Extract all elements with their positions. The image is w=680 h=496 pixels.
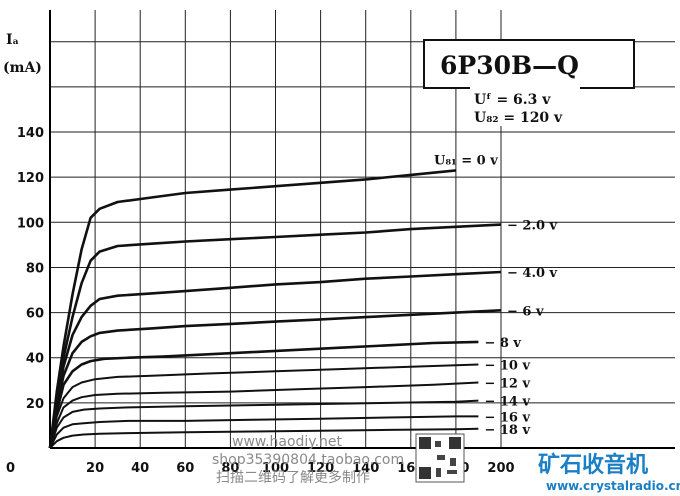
curve-label: − 6 v <box>507 304 544 319</box>
watermark-shop: shop35390804.taobao.com <box>212 452 404 468</box>
curves <box>48 169 502 449</box>
curve-grid-voltage <box>49 399 479 449</box>
x-tick-label: 20 <box>86 461 104 476</box>
y-tick-label: 40 <box>26 352 44 367</box>
param-screen-voltage: U₈₂ = 120 v <box>474 110 563 126</box>
qr-code-icon <box>415 433 465 483</box>
axes <box>49 10 675 449</box>
curve-grid-voltage <box>49 381 479 449</box>
curve-label: − 16 v <box>484 410 530 425</box>
title-box <box>423 39 635 89</box>
curve-grid-voltage <box>48 223 502 449</box>
curve-grid-voltage <box>49 427 479 449</box>
y-tick-label: 80 <box>26 261 44 276</box>
y-tick-label: 60 <box>26 307 44 322</box>
logo-text: 矿石收音机 <box>538 452 648 478</box>
curve-label: − 18 v <box>484 423 530 438</box>
crystalradio-logo: 矿石收音机 www.crystalradio.cn <box>538 452 680 493</box>
tick-labels: 0204060801001201401601802002040608010012… <box>6 126 515 476</box>
x-tick-label: 120 <box>307 461 334 476</box>
x-tick-label: 60 <box>176 461 194 476</box>
y-tick-label: 140 <box>17 126 44 141</box>
x-tick-label: 0 <box>6 461 15 476</box>
y-axis-unit: (mA) <box>3 60 42 76</box>
logo-url: www.crystalradio.cn <box>546 479 680 493</box>
curve-label: − 10 v <box>484 358 530 373</box>
watermark-site: www.haodiy.net <box>232 434 343 450</box>
curve-label: − 14 v <box>484 395 530 410</box>
watermark: www.haodiy.net shop35390804.taobao.com 扫… <box>212 433 465 486</box>
curve-grid-voltage <box>48 309 502 449</box>
curve-label: − 4.0 v <box>507 266 558 281</box>
y-tick-label: 100 <box>17 216 44 231</box>
curve-grid-voltage <box>48 169 457 449</box>
curve-label: − 12 v <box>484 377 530 392</box>
curve-grid-voltage <box>48 340 479 449</box>
param-filament-voltage: Uᶠ = 6.3 v <box>474 92 551 108</box>
curve-grid-voltage <box>49 363 479 449</box>
curve-label: − 2.0 v <box>507 219 558 234</box>
curve-label: − 8 v <box>484 336 521 351</box>
x-tick-label: 100 <box>262 461 289 476</box>
y-tick-label: 120 <box>17 171 44 186</box>
chart-title: 6P30B—Q <box>440 51 579 80</box>
x-tick-label: 140 <box>352 461 379 476</box>
x-tick-label: 200 <box>487 461 514 476</box>
x-tick-label: 80 <box>221 461 239 476</box>
params-background <box>470 86 580 126</box>
curve-labels: U₈₁ = 0 v − 2.0 v − 4.0 v − 6 v − 8 v − 10 v −… <box>434 153 558 437</box>
curve-label: U₈₁ = 0 v <box>434 153 498 168</box>
watermark-scan-text: 扫描二维码了解更多制作 <box>216 469 370 486</box>
curve-grid-voltage <box>49 415 479 449</box>
x-tick-label: 40 <box>131 461 149 476</box>
y-axis-symbol: Iₐ <box>6 32 19 48</box>
curve-grid-voltage <box>48 270 502 449</box>
y-tick-label: 20 <box>26 397 44 412</box>
